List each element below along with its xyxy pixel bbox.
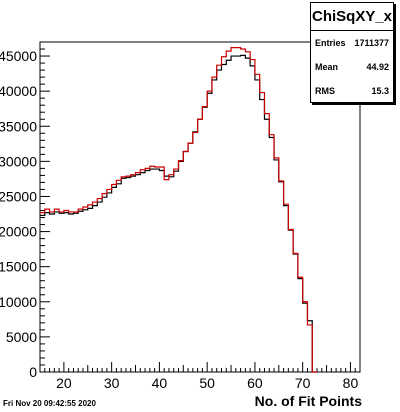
x-tick-label: 50 [199, 375, 215, 391]
histogram-series [40, 47, 318, 373]
plot-frame [39, 41, 361, 373]
y-tick-label: 5000 [6, 329, 37, 345]
x-axis: 20 30 40 50 60 70 80 [39, 362, 361, 391]
y-tick-label: 25000 [0, 188, 37, 204]
y-tick-label: 15000 [0, 259, 37, 275]
stats-row-rms: RMS 15.3 [311, 79, 393, 103]
stats-value-rms: 15.3 [371, 86, 389, 96]
x-tick-label: 30 [104, 375, 120, 391]
stats-value-mean: 44.92 [366, 62, 389, 72]
x-tick-label: 80 [343, 375, 359, 391]
x-tick-label: 60 [247, 375, 263, 391]
stats-label-rms: RMS [315, 86, 335, 96]
x-tick-label: 20 [56, 375, 72, 391]
stats-row-entries: Entries 1711377 [311, 31, 393, 55]
x-tick-label: 40 [152, 375, 168, 391]
stats-row-mean: Mean 44.92 [311, 55, 393, 79]
y-tick-label: 30000 [0, 153, 37, 169]
y-tick-label: 20000 [0, 224, 37, 240]
stats-title: ChiSqXY_x [311, 3, 393, 31]
stats-box: ChiSqXY_x Entries 1711377 Mean 44.92 RMS… [310, 2, 394, 103]
y-tick-label: 10000 [0, 294, 37, 310]
y-axis: 0 5000 10000 15000 20000 25000 30000 35000 40000… [0, 41, 50, 380]
y-tick-label: 40000 [0, 83, 37, 99]
x-tick-label: 70 [295, 375, 311, 391]
x-axis-title: No. of Fit Points [254, 393, 362, 409]
y-tick-label: 45000 [0, 48, 37, 64]
stats-label-mean: Mean [315, 62, 339, 72]
footer-timestamp: Fri Nov 20 09:42:55 2020 [3, 399, 96, 408]
stats-value-entries: 1711377 [354, 38, 389, 48]
y-tick-label: 35000 [0, 118, 37, 134]
histogram-line-red [40, 47, 318, 373]
y-tick-label: 0 [29, 364, 37, 380]
stats-label-entries: Entries [315, 38, 346, 48]
